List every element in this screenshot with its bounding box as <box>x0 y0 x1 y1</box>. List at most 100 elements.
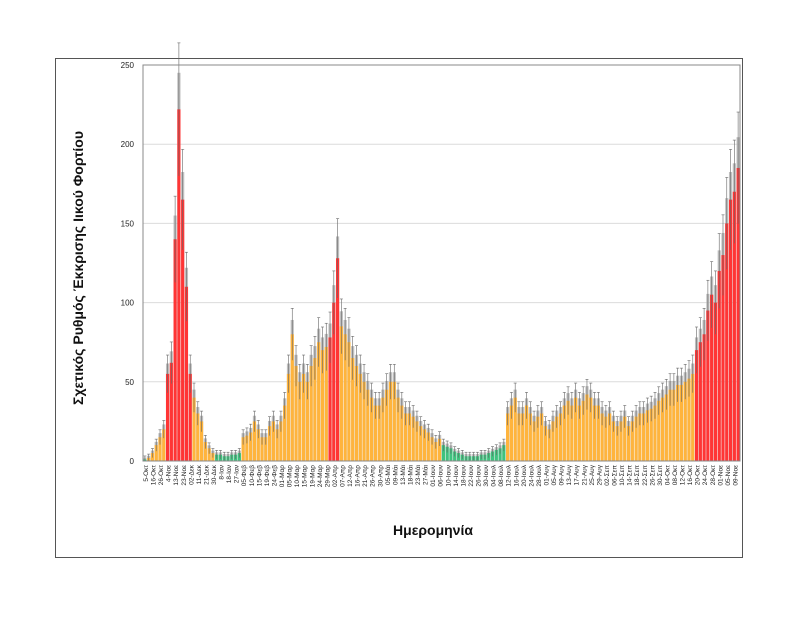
bar <box>324 346 328 461</box>
x-tick-label: 28-Ιουλ <box>536 464 543 486</box>
x-tick-label: 22-Ιουν <box>468 465 475 487</box>
x-tick-label: 24-Οκτ <box>702 465 709 486</box>
bar <box>615 426 619 461</box>
x-tick-label: 23-Νοε <box>181 465 188 486</box>
bar <box>558 413 563 461</box>
bar <box>653 405 657 461</box>
x-tick-label: 18-Ιουν <box>460 465 467 487</box>
bar <box>158 437 162 461</box>
bar <box>566 400 570 461</box>
plot-area-border <box>142 64 741 462</box>
bar <box>596 405 600 461</box>
x-tick-label: 13-Αυγ <box>566 464 573 485</box>
x-tick-label: 07-Απρ <box>339 465 346 487</box>
bar <box>619 421 623 461</box>
bar <box>203 441 207 461</box>
bar <box>517 413 521 461</box>
x-axis-title: Ημερομηνία <box>393 522 473 538</box>
x-tick-label: 22-Σεπ <box>642 464 649 485</box>
x-tick-label: 15-Φεβ <box>256 465 263 486</box>
bar <box>706 310 710 461</box>
bar <box>184 286 189 461</box>
bar <box>199 421 204 461</box>
bar <box>540 413 544 461</box>
x-tick-label: 5-Οκτ <box>143 465 150 482</box>
bar <box>717 270 721 461</box>
bar <box>256 429 260 461</box>
bar <box>165 373 170 461</box>
x-tick-label: 02-Δεκ <box>188 464 195 485</box>
y-axis-title: Σχετικός Ρυθμός Έκκρισης Ιικού Φορτίου <box>70 131 86 405</box>
bar <box>290 334 294 461</box>
bar <box>736 167 740 461</box>
x-tick-label: 4-Νοε <box>166 465 173 482</box>
bar <box>672 389 676 461</box>
bar <box>252 421 257 461</box>
x-tick-label: 02-Απρ <box>332 465 339 487</box>
x-tick-label: 10-Φεβ <box>249 465 256 486</box>
bar <box>551 421 555 461</box>
x-tick-label: 26-Ιουν <box>476 465 483 487</box>
x-tick-label: 08-Ιουλ <box>498 464 505 486</box>
bar <box>309 365 313 461</box>
bar <box>181 199 185 461</box>
y-tick-label: 0 <box>130 457 135 466</box>
bar <box>377 405 381 461</box>
bar <box>381 397 385 461</box>
x-tick-label: 26-Οκτ <box>158 465 165 486</box>
chart-frame <box>55 58 743 558</box>
bar <box>592 405 597 461</box>
x-tick-label: 20-Ιουλ <box>521 464 528 486</box>
bar <box>679 384 684 461</box>
x-tick-label: 18-Σεπ <box>634 464 641 485</box>
bar <box>415 421 419 461</box>
bar <box>192 397 196 461</box>
x-tick-label: 24-Μαρ <box>317 465 324 488</box>
bar <box>169 362 173 461</box>
bar <box>509 405 513 461</box>
bar <box>407 413 411 461</box>
bar <box>366 389 370 461</box>
bar <box>713 302 718 461</box>
axes <box>142 64 741 462</box>
bar <box>264 437 268 461</box>
bar <box>320 350 325 461</box>
bar <box>676 384 680 461</box>
x-tick-label: 14-Σεπ <box>627 464 634 485</box>
y-tick-label: 250 <box>121 61 135 70</box>
bar <box>370 397 374 461</box>
x-tick-label: 06-Ιουν <box>438 465 445 487</box>
bar <box>445 446 449 461</box>
bar <box>585 394 589 461</box>
x-tick-label: 12-Ιουλ <box>506 464 513 486</box>
bar <box>426 432 430 461</box>
x-tick-label: 06-Σεπ <box>612 464 619 485</box>
bar <box>498 448 502 461</box>
x-tick-label: 01-Μαρ <box>279 465 286 488</box>
bar <box>271 421 275 461</box>
bar <box>600 413 604 461</box>
bar <box>657 400 661 461</box>
bar <box>725 223 729 461</box>
bar <box>630 421 634 461</box>
x-tick-label: 04-Οκτ <box>664 465 671 486</box>
bar <box>721 255 725 461</box>
x-tick-label: 30-Απρ <box>377 465 384 487</box>
bar <box>396 397 400 461</box>
bar <box>419 426 423 461</box>
bar <box>286 373 291 461</box>
bar <box>611 421 616 461</box>
x-tick-label: 27-Μάι <box>422 464 430 485</box>
bar <box>313 358 317 461</box>
x-tick-label: 11-Δεκ <box>196 464 203 484</box>
bar <box>683 381 687 461</box>
bar <box>449 448 453 461</box>
bar <box>241 437 245 461</box>
bars <box>143 42 740 462</box>
x-tick-label: 10-Σεπ <box>619 464 626 485</box>
bar <box>547 429 551 461</box>
x-tick-label: 30-Ιουν <box>483 465 490 487</box>
bar <box>513 397 517 461</box>
bar <box>245 435 249 461</box>
x-tick-label: 21-Απρ <box>362 465 369 487</box>
